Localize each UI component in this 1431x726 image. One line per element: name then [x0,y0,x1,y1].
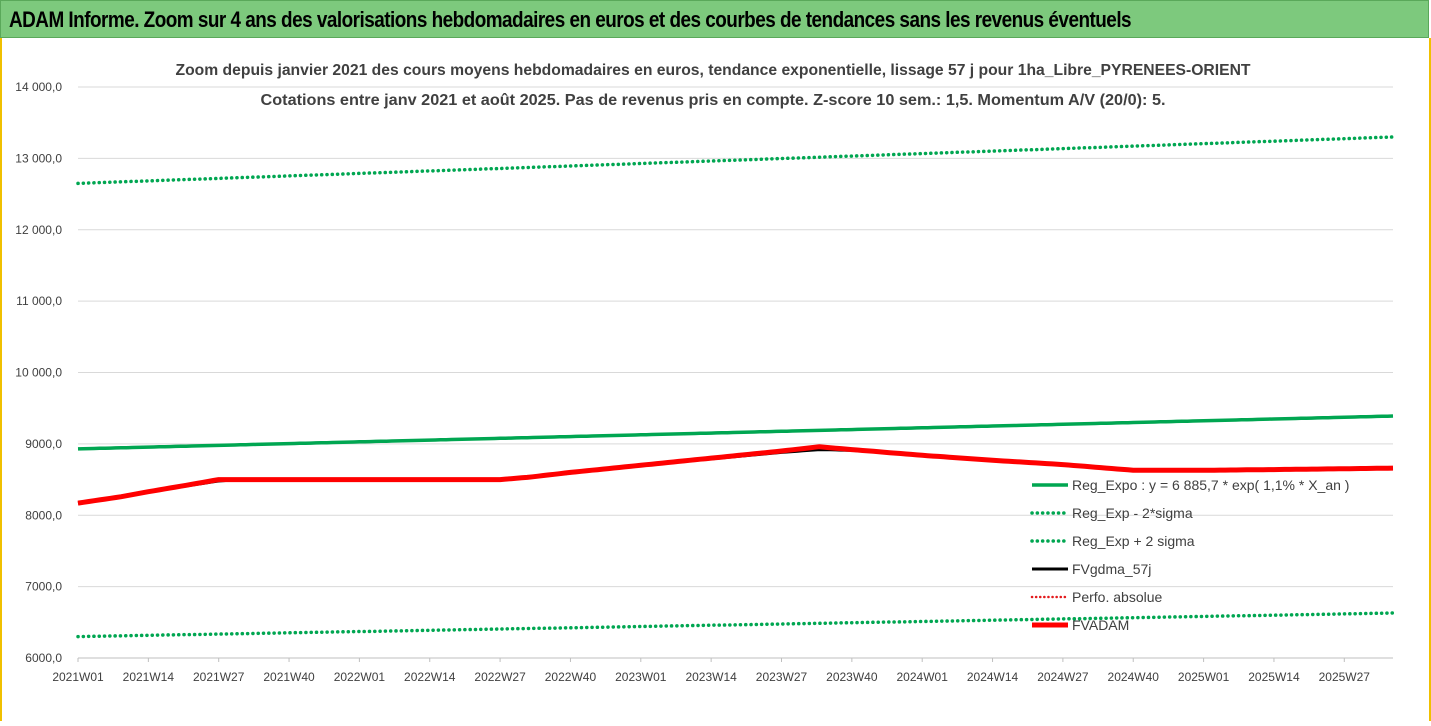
x-tick-label: 2025W27 [1319,670,1371,684]
y-tick-label: 13 000,0 [15,151,62,165]
y-axis: 6000,0 7000,0 8000,0 9000,0 10 000,0 11 000,0… [15,80,62,665]
x-tick-label: 2022W27 [474,670,526,684]
y-tick-label: 14 000,0 [15,80,62,94]
y-tick-label: 6000,0 [25,651,62,665]
header-banner: ADAM Informe. Zoom sur 4 ans des valoris… [0,0,1429,38]
line-chart: Zoom depuis janvier 2021 des cours moyen… [15,62,1395,684]
banner-title: ADAM Informe. Zoom sur 4 ans des valoris… [9,7,1132,32]
legend-label: FVgdma_57j [1072,561,1151,577]
series-line-3 [76,135,1395,186]
series-line-2 [76,611,1395,639]
legend: Reg_Expo : y = 6 885,7 * exp( 1,1% * X_a… [1030,477,1349,633]
x-tick-label: 2023W01 [615,670,667,684]
x-tick-label: 2025W01 [1178,670,1230,684]
series-line-1 [77,414,1394,451]
legend-label: Perfo. absolue [1072,589,1162,605]
x-tick-label: 2024W14 [967,670,1019,684]
x-tick-label: 2022W14 [404,670,456,684]
chart-title-line-2: Cotations entre janv 2021 et août 2025. … [261,92,1166,109]
series-layer [76,135,1395,639]
x-tick-label: 2023W27 [756,670,808,684]
y-tick-label: 11 000,0 [16,294,62,308]
series-line-6 [77,444,1394,506]
chart-area: Zoom depuis janvier 2021 des cours moyen… [0,38,1431,721]
x-tick-label: 2021W27 [193,670,245,684]
legend-label: Reg_Exp + 2 sigma [1072,533,1195,549]
x-tick-label: 2025W14 [1248,670,1300,684]
y-tick-label: 12 000,0 [15,223,62,237]
x-tick-label: 2024W40 [1108,670,1160,684]
x-tick-label: 2021W14 [123,670,175,684]
grid-lines [78,86,1393,588]
x-axis: 2021W01 2021W14 2021W27 2021W40 2022W01 2022W… [52,657,1393,684]
x-tick-label: 2021W01 [52,670,104,684]
y-tick-label: 7000,0 [25,580,62,594]
y-tick-label: 10 000,0 [15,366,62,380]
chart-title-line-1: Zoom depuis janvier 2021 des cours moyen… [176,62,1252,79]
x-tick-label: 2024W01 [897,670,949,684]
y-tick-label: 9000,0 [25,437,62,451]
x-tick-label: 2024W27 [1037,670,1089,684]
x-tick-label: 2023W40 [826,670,878,684]
x-tick-label: 2021W40 [263,670,315,684]
legend-label: FVADAM [1072,617,1129,633]
legend-label: Reg_Expo : y = 6 885,7 * exp( 1,1% * X_a… [1072,477,1349,493]
x-tick-label: 2023W14 [685,670,737,684]
y-tick-label: 8000,0 [25,508,62,522]
x-tick-label: 2022W40 [545,670,597,684]
legend-label: Reg_Exp - 2*sigma [1072,505,1193,521]
x-tick-label: 2022W01 [334,670,386,684]
